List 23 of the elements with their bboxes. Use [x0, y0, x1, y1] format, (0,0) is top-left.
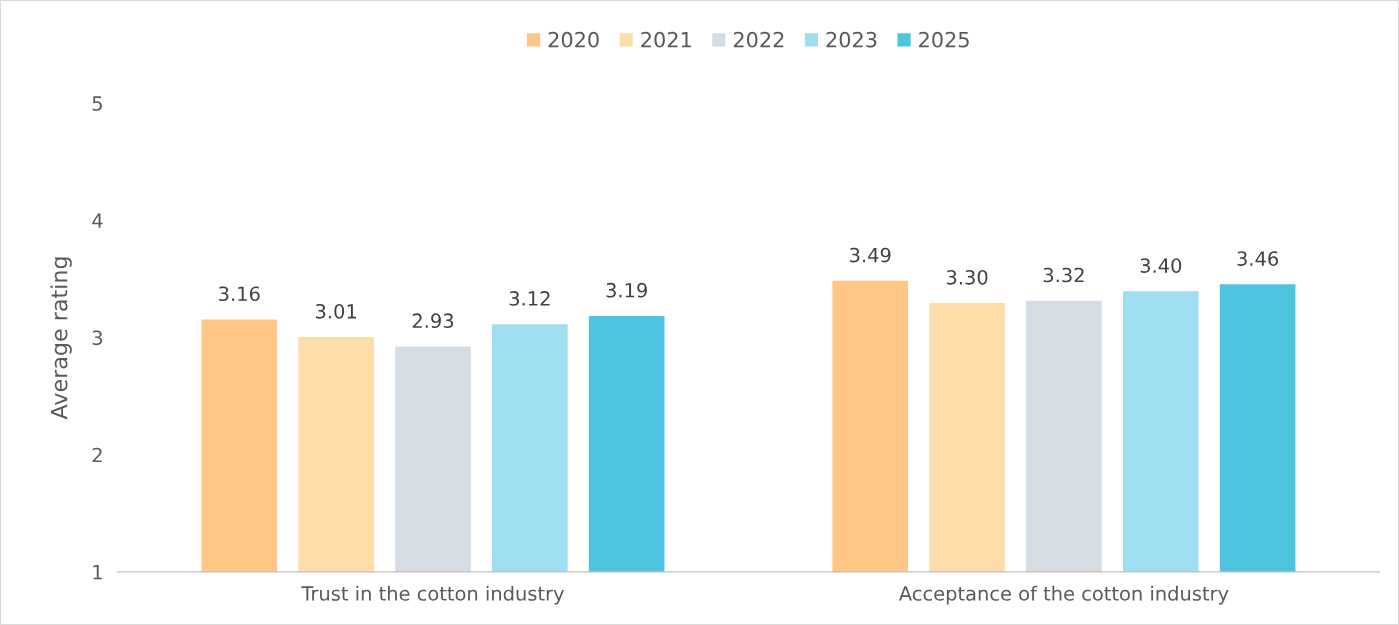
text: 3.30: [946, 269, 988, 285]
y-tick-label: 3: [92, 330, 103, 346]
legend-label: 2022: [733, 31, 784, 48]
text: 3.12: [509, 291, 550, 306]
text: 3.16: [219, 286, 260, 302]
x-tick-label: Trust in the cotton industry: [301, 585, 564, 605]
y-tick-label: 2: [92, 447, 102, 463]
legend-label: 2023: [826, 31, 877, 48]
y-axis-title: Average rating: [50, 257, 72, 420]
text: 3.40: [1140, 258, 1182, 273]
text: 3.19: [606, 282, 647, 298]
y-tick-label: 4: [92, 213, 103, 228]
text: 3.01: [315, 303, 356, 319]
text: 3.32: [1043, 267, 1084, 283]
legend-label: 2021: [641, 31, 691, 48]
legend-label: 2020: [548, 31, 599, 48]
legend-label: 2025: [919, 31, 969, 48]
y-tick-label: 5: [92, 96, 102, 111]
y-tick-label: 1: [93, 565, 102, 580]
x-tick-label: Acceptance of the cotton industry: [898, 585, 1229, 605]
text: 3.46: [1237, 251, 1279, 266]
text: 3.49: [850, 247, 891, 263]
text: 2.93: [412, 313, 454, 329]
